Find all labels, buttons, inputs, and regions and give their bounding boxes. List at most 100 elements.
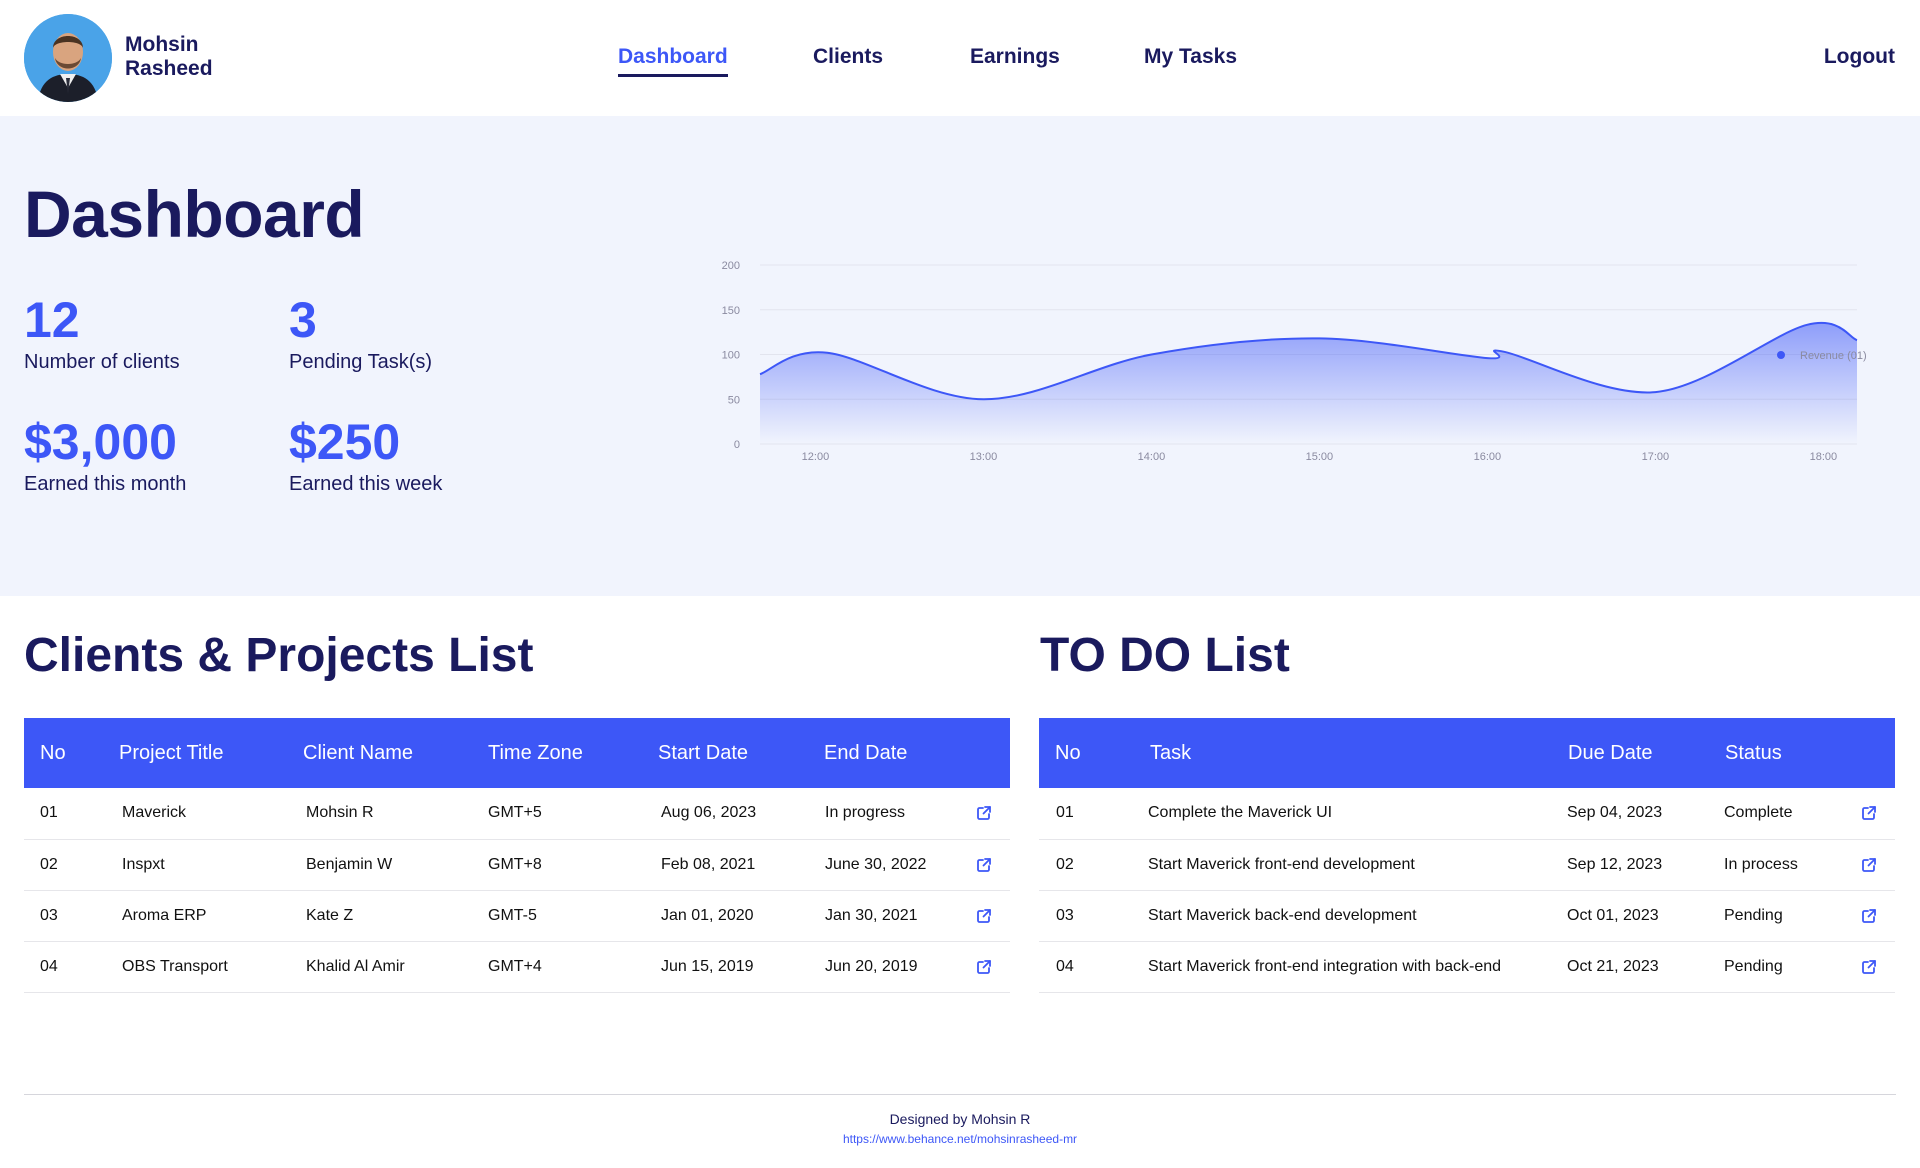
todo-cell: Oct 01, 2023 <box>1566 890 1723 942</box>
cell-text: Maverick <box>122 804 187 822</box>
y-tick-label: 150 <box>722 305 740 317</box>
column-header[interactable]: Client Name <box>303 718 488 788</box>
cell-text: 03 <box>1056 906 1074 924</box>
stat-earned-week: $250 Earned this week <box>289 414 442 496</box>
cell-text: Jan 01, 2020 <box>661 906 754 924</box>
cell-text: June 30, 2022 <box>825 855 927 873</box>
column-header[interactable]: No <box>1039 718 1148 788</box>
cell-text: Oct 21, 2023 <box>1567 957 1659 975</box>
cell-text: 01 <box>1056 804 1074 822</box>
nav-dashboard[interactable]: Dashboard <box>618 45 728 77</box>
stat-label: Earned this month <box>24 473 187 495</box>
cell-text: 04 <box>40 957 58 975</box>
logout-button[interactable]: Logout <box>1823 45 1895 68</box>
column-header[interactable]: Start Date <box>658 718 824 788</box>
clients-cell: Kate Z <box>303 890 488 942</box>
clients-cell: GMT+8 <box>488 839 658 891</box>
external-link-icon[interactable] <box>976 959 992 975</box>
cell-text: 03 <box>40 906 58 924</box>
todo-cell: 01 <box>1039 788 1148 840</box>
clients-cell: GMT+4 <box>488 941 658 993</box>
clients-cell: 01 <box>24 788 119 840</box>
external-link-icon[interactable] <box>1861 857 1877 873</box>
nav-earnings[interactable]: Earnings <box>970 45 1060 68</box>
x-tick-label: 14:00 <box>1138 451 1166 463</box>
clients-cell: GMT+5 <box>488 788 658 840</box>
nav-clients[interactable]: Clients <box>813 45 884 68</box>
todo-cell: In process <box>1723 839 1895 891</box>
cell-text: Complete the Maverick UI <box>1148 804 1333 822</box>
external-link-icon[interactable] <box>1861 805 1877 821</box>
cell-text: Feb 08, 2021 <box>661 855 756 873</box>
revenue-chart: 0 50 100 150 200 12:00 13:00 14:00 15:00 16:00 17… <box>722 260 1867 463</box>
cell-text: Jan 30, 2021 <box>825 906 918 924</box>
user-first-name: Mohsin <box>125 33 199 56</box>
revenue-area <box>760 322 1857 444</box>
clients-cell: Jun 20, 2019 <box>824 941 1010 993</box>
stat-value: 3 <box>289 292 317 348</box>
stat-label: Earned this week <box>289 473 443 495</box>
external-link-icon[interactable] <box>1861 959 1877 975</box>
clients-cell: Mohsin R <box>303 788 488 840</box>
clients-cell: 04 <box>24 941 119 993</box>
stat-value: $3,000 <box>24 414 177 470</box>
page-title: Dashboard <box>24 177 365 251</box>
table-row: 04 Start Maverick front-end integration w… <box>1039 941 1895 993</box>
cell-text: GMT-5 <box>488 906 537 924</box>
todo-cell: 03 <box>1039 890 1148 942</box>
footer-link[interactable]: https://www.behance.net/mohsinrasheed-mr <box>842 1132 1078 1146</box>
column-header[interactable]: Status <box>1723 718 1895 788</box>
cell-text: Kate Z <box>306 906 354 924</box>
cell-text: OBS Transport <box>122 957 228 975</box>
column-header[interactable]: Task <box>1148 718 1566 788</box>
x-tick-label: 18:00 <box>1810 451 1838 463</box>
nav-my-tasks[interactable]: My Tasks <box>1144 45 1237 68</box>
clients-cell: Aroma ERP <box>119 890 303 942</box>
todo-section-title: TO DO List <box>1040 629 1290 682</box>
footer-divider <box>24 1094 1896 1095</box>
cell-text: Jun 15, 2019 <box>661 957 754 975</box>
external-link-icon[interactable] <box>1861 908 1877 924</box>
clients-cell: 03 <box>24 890 119 942</box>
stat-label: Number of clients <box>24 351 180 373</box>
todo-table: No Task Due Date Status 01 Complete the M… <box>1039 718 1895 993</box>
user-last-name: Rasheed <box>125 57 213 80</box>
column-header[interactable]: Project Title <box>119 718 303 788</box>
column-header[interactable]: End Date <box>824 718 1010 788</box>
y-tick-label: 200 <box>722 260 740 272</box>
cell-text: Oct 01, 2023 <box>1567 906 1659 924</box>
clients-cell: OBS Transport <box>119 941 303 993</box>
todo-cell: Complete <box>1723 788 1895 840</box>
column-header[interactable]: No <box>24 718 119 788</box>
dashboard-summary: Dashboard 12 Number of clients 3 Pending… <box>0 116 1920 596</box>
column-header[interactable]: Time Zone <box>488 718 658 788</box>
cell-text: Mohsin R <box>306 804 374 822</box>
clients-section-title: Clients & Projects List <box>24 629 534 682</box>
external-link-icon[interactable] <box>976 908 992 924</box>
cell-text: Sep 04, 2023 <box>1567 804 1663 822</box>
revenue-line <box>759 322 1858 401</box>
avatar[interactable] <box>24 14 112 102</box>
clients-cell: Jan 30, 2021 <box>824 890 1010 942</box>
table-row: 03 Aroma ERP Kate Z GMT-5 Jan 01, 2020 Jan 30… <box>24 890 1010 942</box>
external-link-icon[interactable] <box>976 805 992 821</box>
todo-cell: Oct 21, 2023 <box>1566 941 1723 993</box>
column-header[interactable]: Due Date <box>1566 718 1723 788</box>
cell-text: 01 <box>40 804 58 822</box>
todo-cell: Start Maverick front-end development <box>1148 839 1566 891</box>
x-tick-label: 16:00 <box>1474 451 1502 463</box>
legend-marker <box>1777 351 1785 359</box>
external-link-icon[interactable] <box>976 857 992 873</box>
y-tick-label: 50 <box>728 394 740 406</box>
clients-cell: Maverick <box>119 788 303 840</box>
cell-text: Sep 12, 2023 <box>1567 855 1663 873</box>
cell-text: 02 <box>40 855 58 873</box>
cell-text: Jun 20, 2019 <box>825 957 918 975</box>
cell-text: Aroma ERP <box>122 906 207 924</box>
todo-cell: Sep 12, 2023 <box>1566 839 1723 891</box>
stat-value: 12 <box>24 292 80 348</box>
table-row: 01 Complete the Maverick UI Sep 04, 2023 Co… <box>1039 788 1895 840</box>
clients-cell: Aug 06, 2023 <box>658 788 824 840</box>
clients-cell: Inspxt <box>119 839 303 891</box>
table-row: 02 Inspxt Benjamin W GMT+8 Feb 08, 2021 June … <box>24 839 1010 891</box>
